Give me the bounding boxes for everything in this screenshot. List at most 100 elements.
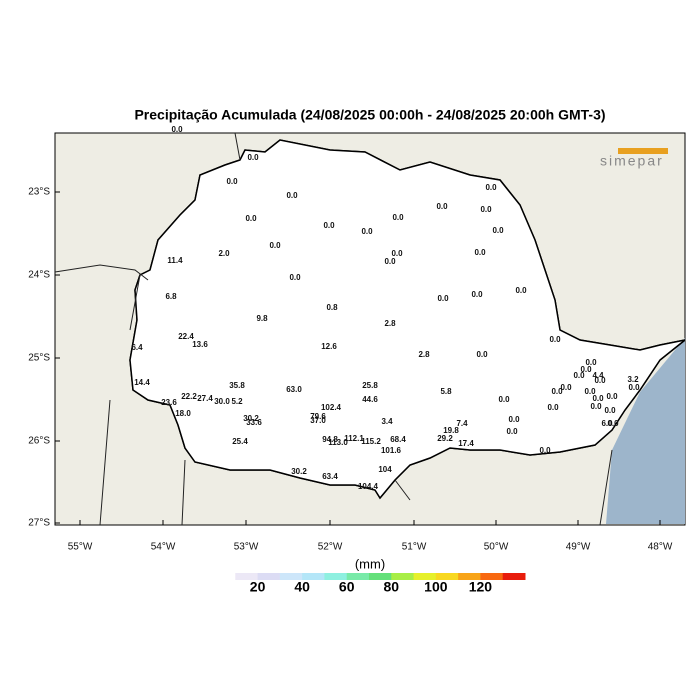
station-value: 30.2	[243, 414, 259, 423]
station-value: 0.0	[436, 202, 448, 211]
station-value: 102.4	[321, 403, 342, 412]
station-value: 2.8	[384, 319, 396, 328]
station-value: 6.8	[165, 292, 177, 301]
station-value: 0.0	[384, 257, 396, 266]
map: simepar	[54, 132, 686, 526]
colorbar-swatch	[346, 573, 370, 580]
station-value: 0.0	[628, 383, 640, 392]
lat-label: 27°S	[28, 518, 50, 529]
station-value: 30.0	[214, 397, 230, 406]
station-value: 27.4	[197, 394, 213, 403]
station-value: 0.0	[560, 383, 572, 392]
station-value: 25.8	[362, 381, 378, 390]
station-value: 0.0	[247, 153, 259, 162]
station-value: 0.0	[584, 387, 596, 396]
lat-label: 25°S	[28, 353, 50, 364]
station-value: 0.0	[590, 402, 602, 411]
station-value: 14.4	[134, 378, 150, 387]
station-value: 0.0	[476, 350, 488, 359]
station-value: 0.0	[226, 177, 238, 186]
station-value: 0.0	[269, 241, 281, 250]
station-value: 0.0	[506, 427, 518, 436]
colorbar-swatch	[369, 573, 392, 580]
station-value: 0.0	[485, 183, 497, 192]
colorbar-swatch	[213, 573, 236, 580]
lon-label: 48°W	[648, 542, 673, 553]
station-value: 0.0	[592, 394, 604, 403]
colorbar-label: 120	[469, 579, 493, 595]
station-value: 11.4	[167, 256, 183, 265]
station-value: 112.1	[344, 434, 364, 443]
lon-label: 51°W	[402, 542, 427, 553]
station-value: 3.4	[381, 417, 393, 426]
station-value: 22.2	[181, 392, 197, 401]
station-value: 79.6	[310, 412, 326, 421]
colorbar-swatch	[458, 573, 481, 580]
colorbar-label: 60	[339, 579, 355, 595]
station-value: 104	[378, 465, 392, 474]
lon-label: 54°W	[151, 542, 176, 553]
station-value: 5.8	[440, 387, 452, 396]
station-value: 0.0	[492, 226, 504, 235]
station-value: 0.0	[391, 249, 403, 258]
station-value: 0.0	[551, 387, 563, 396]
station-value: 94.8	[322, 435, 338, 444]
station-value: 0.0	[604, 406, 616, 415]
station-value: 29.2	[437, 434, 453, 443]
station-value: 0.0	[594, 376, 606, 385]
colorbar-swatch	[435, 573, 459, 580]
lon-label: 49°W	[566, 542, 591, 553]
station-value: 0.0	[606, 392, 618, 401]
ocean	[606, 338, 685, 524]
station-value: 12.6	[321, 342, 337, 351]
station-value: 0.0	[171, 125, 183, 134]
station-value: 0.0	[607, 419, 619, 428]
logo: simepar	[600, 153, 664, 169]
station-value: 0.0	[549, 335, 561, 344]
station-value: 2.0	[218, 249, 230, 258]
stations: 0.00.00.00.00.00.0 0.00.00.00.00.0 0.011.4…	[131, 125, 640, 491]
station-value: 63.0	[286, 385, 302, 394]
station-value: 0.0	[289, 273, 301, 282]
station-value: 35.8	[229, 381, 245, 390]
colorbar-swatch	[302, 573, 325, 580]
colorbar-label: 40	[294, 579, 310, 595]
station-value: 23.6	[161, 398, 177, 407]
station-value: 0.0	[361, 227, 373, 236]
station-value: 0.0	[547, 403, 559, 412]
station-value: 6.0	[601, 419, 613, 428]
station-value: 0.0	[286, 191, 298, 200]
station-value: 37.0	[310, 416, 326, 425]
station-value: 101.6	[381, 446, 402, 455]
station-value: 22.4	[178, 332, 194, 341]
station-value: 18.0	[175, 409, 191, 418]
station-value: 104.4	[358, 482, 379, 491]
station-value: 63.4	[322, 472, 338, 481]
colorbar-swatch	[480, 573, 504, 580]
station-value: 0.0	[474, 248, 486, 257]
colorbar-swatch	[391, 573, 415, 580]
station-value: 68.4	[390, 435, 406, 444]
station-value: 4.4	[592, 371, 604, 380]
lon-label: 53°W	[234, 542, 259, 553]
colorbar-label: 20	[250, 579, 266, 595]
colorbar-label: 80	[383, 579, 399, 595]
station-value: 44.6	[362, 395, 378, 404]
lon-label: 52°W	[318, 542, 343, 553]
station-value: 0.0	[508, 415, 520, 424]
borders	[54, 132, 613, 526]
station-value: 0.0	[437, 294, 449, 303]
station-value: 33.6	[246, 418, 262, 427]
colorbar-swatch	[502, 573, 526, 580]
station-value: 30.2	[291, 467, 307, 476]
station-value: 0.0	[323, 221, 335, 230]
station-value: 7.4	[456, 419, 468, 428]
station-value: 13.6	[192, 340, 208, 349]
station-value: 0.0	[580, 365, 592, 374]
unit-label: (mm)	[355, 556, 385, 571]
colorbar-swatch	[413, 573, 437, 580]
station-value: 17.4	[458, 439, 474, 448]
station-value: 113.0	[328, 438, 348, 447]
station-value: 5.2	[231, 397, 243, 406]
